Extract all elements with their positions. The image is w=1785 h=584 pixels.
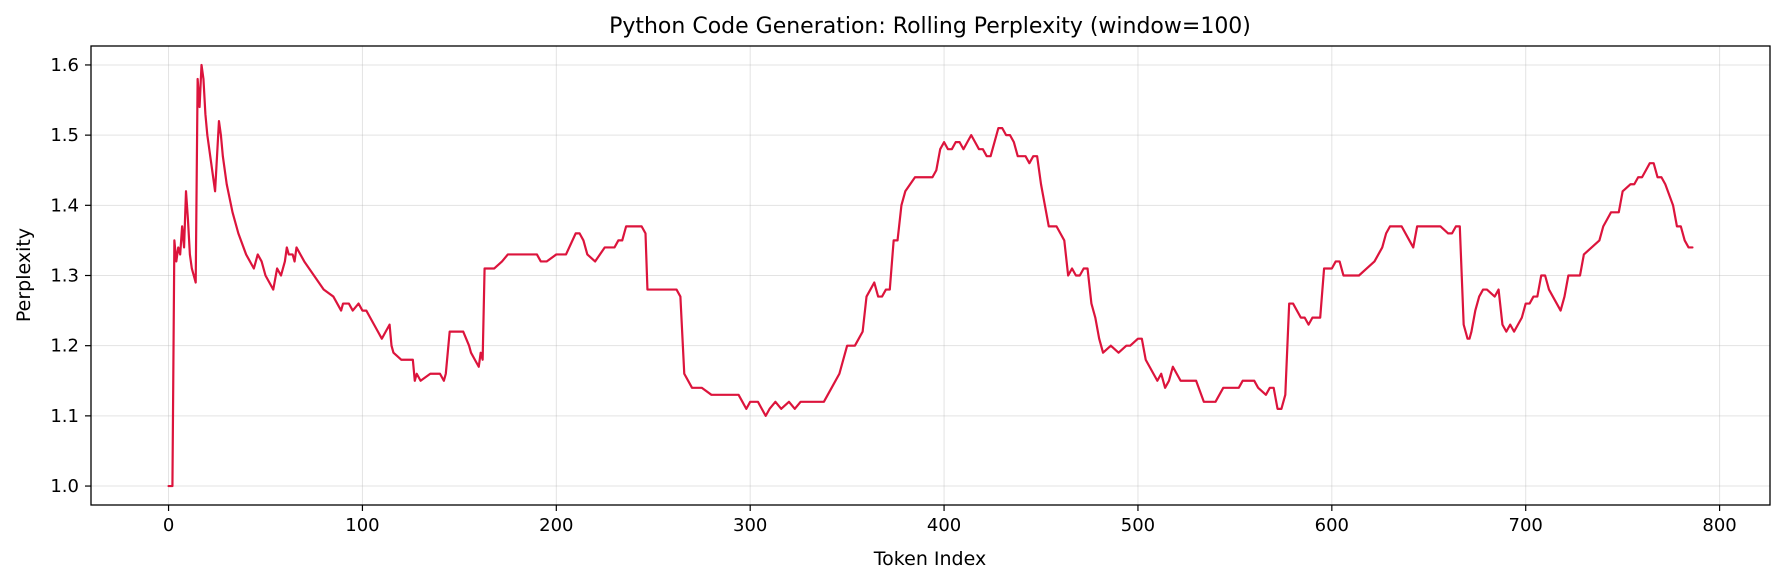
x-axis-label: Token Index xyxy=(873,548,986,570)
y-tick-label: 1.5 xyxy=(50,125,79,146)
y-tick-label: 1.4 xyxy=(50,195,79,216)
x-tick-label: 700 xyxy=(1509,515,1543,536)
y-tick-label: 1.6 xyxy=(50,55,79,76)
ticks: 0 100 200 300 400 500 600 700 800 1.0 1.1 1.2 1.3 1.4… xyxy=(50,55,1736,536)
series-layer xyxy=(167,63,1694,488)
x-tick-label: 0 xyxy=(163,515,174,536)
perplexity-series-line xyxy=(167,63,1694,488)
x-tick-label: 100 xyxy=(345,515,379,536)
y-tick-label: 1.3 xyxy=(50,266,79,287)
x-tick-label: 300 xyxy=(733,515,767,536)
y-tick-label: 1.2 xyxy=(50,336,79,357)
x-tick-label: 200 xyxy=(539,515,573,536)
y-tick-label: 1.1 xyxy=(50,406,79,427)
chart-title: Python Code Generation: Rolling Perplexi… xyxy=(609,14,1251,39)
y-axis-label: Perplexity xyxy=(13,228,35,322)
x-tick-label: 400 xyxy=(927,515,961,536)
x-tick-label: 600 xyxy=(1315,515,1349,536)
y-tick-label: 1.0 xyxy=(50,476,79,497)
x-tick-label: 500 xyxy=(1121,515,1155,536)
x-tick-label: 800 xyxy=(1702,515,1736,536)
gridlines xyxy=(91,46,1770,505)
